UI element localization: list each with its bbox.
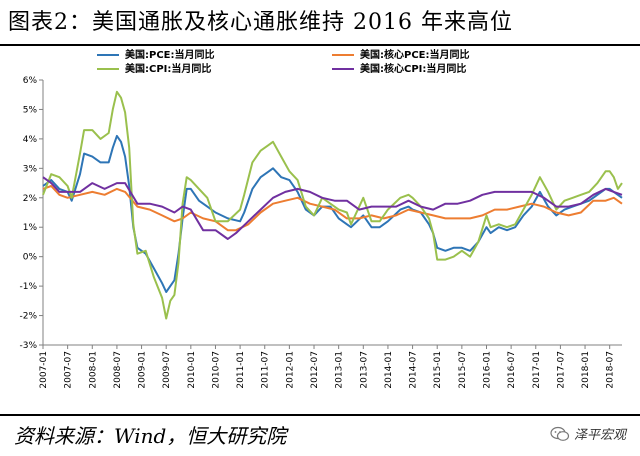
x-tick-label: 2013-01 (335, 351, 345, 389)
source-note: 资料来源：Wind，恒大研究院 (14, 424, 287, 448)
y-tick-label: 0% (23, 253, 38, 263)
bottom-rule (0, 414, 640, 416)
series-line-3 (42, 90, 623, 320)
y-tick-label: 3% (23, 164, 38, 174)
x-tick-label: 2009-07 (162, 351, 172, 389)
x-tick-label: 2009-01 (138, 351, 148, 389)
x-tick-label: 2013-07 (359, 351, 369, 389)
x-tick-label: 2008-07 (113, 351, 123, 389)
x-tick-label: 2011-01 (236, 351, 246, 389)
x-tick-label: 2017-07 (556, 351, 566, 389)
y-tick-label: 2% (23, 194, 38, 204)
y-tick-label: 1% (23, 223, 38, 233)
x-tick-label: 2016-07 (507, 351, 517, 389)
y-tick-label: -2% (19, 312, 37, 322)
line-chart: -3% -2% -1% 0% 1% 2% 3% 4% 5% 6% 2007-01 2007-07 200… (19, 48, 623, 389)
x-tick-label: 2011-07 (261, 351, 271, 389)
x-tick-label: 2016-01 (482, 351, 492, 389)
x-tick-label: 2010-07 (211, 351, 221, 389)
series-line-1 (42, 134, 623, 293)
legend-label-3: 美国:CPI:当月同比 (125, 62, 211, 75)
x-tick-label: 2014-01 (384, 351, 394, 389)
wechat-icon (550, 426, 570, 441)
brand-name: 泽平宏观 (573, 428, 626, 443)
x-tick-label: 2015-01 (433, 351, 443, 389)
x-tick-label: 2014-07 (409, 351, 419, 389)
legend-label-4: 美国:核心CPI:当月同比 (360, 62, 466, 75)
brand-watermark: 泽平宏观 (550, 424, 626, 443)
y-tick-label: -1% (19, 282, 37, 292)
figure-title: 图表2：美国通胀及核心通胀维持 2016 年来高位 (8, 10, 513, 35)
x-tick-label: 2018-01 (581, 351, 591, 389)
y-tick-label: 6% (23, 76, 38, 86)
y-tick-label: 4% (23, 135, 38, 145)
x-tick-label: 2018-07 (606, 351, 616, 389)
x-tick-label: 2015-07 (458, 351, 468, 389)
x-tick-label: 2007-01 (39, 351, 49, 389)
legend-label-1: 美国:PCE:当月同比 (125, 48, 215, 61)
x-tick-label: 2007-07 (64, 351, 74, 389)
series-line-2 (42, 185, 623, 232)
x-tick-label: 2017-01 (532, 351, 542, 389)
legend-label-2: 美国:核心PCE:当月同比 (360, 48, 470, 61)
x-tick-label: 2012-07 (310, 351, 320, 389)
x-tick-label: 2012-01 (285, 351, 295, 389)
top-rule (0, 44, 640, 46)
y-tick-label: -3% (19, 341, 37, 351)
series-line-4 (42, 176, 623, 240)
x-tick-label: 2008-01 (88, 351, 98, 389)
x-tick-label: 2010-01 (187, 351, 197, 389)
y-tick-label: 5% (23, 105, 38, 115)
